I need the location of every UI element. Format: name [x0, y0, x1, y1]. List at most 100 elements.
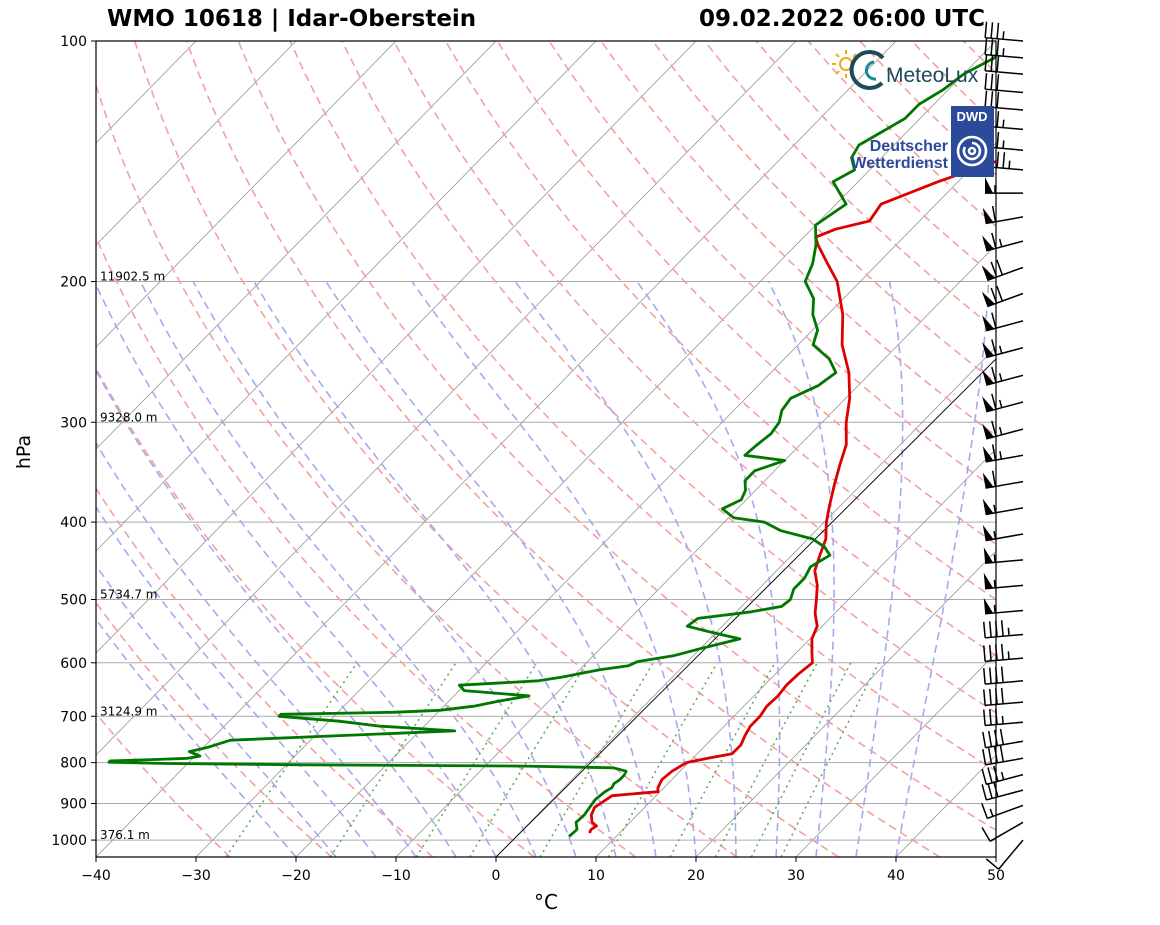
- y-tick-label: 500: [60, 593, 87, 609]
- temperature-line: [588, 159, 996, 834]
- moist-adiabat: [96, 564, 337, 857]
- moist-adiabat: [192, 281, 577, 857]
- mixing-ratio-line: [669, 662, 776, 857]
- dry-adiabat: [289, 41, 996, 772]
- y-tick-label: 800: [60, 756, 87, 772]
- dry-adiabat: [96, 712, 231, 857]
- x-tick-label: −20: [281, 868, 311, 884]
- dwd-logo: DWD Deutscher Wetterdienst: [851, 106, 994, 177]
- wind-barb: [982, 498, 1024, 516]
- x-axis-label: °C: [534, 890, 558, 914]
- dry-adiabat: [237, 41, 996, 832]
- dry-adiabat: [341, 41, 996, 714]
- wind-barb: [983, 643, 1024, 663]
- wind-barb: [984, 73, 1024, 94]
- isotherm: [96, 41, 397, 348]
- meteolux-text: MeteoLux: [886, 64, 979, 87]
- height-annotation: 5734.7 m: [100, 588, 158, 602]
- moist-adiabat: [855, 281, 904, 857]
- wind-barb: [984, 54, 1024, 75]
- wind-barb: [982, 470, 1024, 489]
- dry-adiabat: [96, 366, 535, 857]
- wind-barb: [982, 312, 1024, 332]
- wind-barb: [983, 572, 1024, 590]
- x-tick-label: −40: [81, 868, 111, 884]
- wind-barb: [983, 597, 1024, 615]
- moist-adiabat: [139, 281, 537, 857]
- dewpoint-line: [107, 55, 996, 838]
- isotherm: [96, 41, 597, 552]
- dwd-abbr: DWD: [956, 109, 987, 124]
- moist-adiabat: [411, 281, 697, 857]
- dwd-spiral-icon: [956, 135, 988, 167]
- isotherm: [795, 652, 996, 857]
- wind-barb: [984, 38, 1024, 59]
- wind-barb: [981, 821, 1024, 842]
- wind-barb: [981, 285, 1024, 308]
- height-annotation: 9328.0 m: [100, 410, 158, 424]
- wind-barb: [985, 839, 1024, 870]
- wind-barb: [981, 781, 1024, 801]
- wind-barb: [982, 444, 1024, 463]
- dwd-line1: Deutscher: [870, 138, 948, 155]
- moist-adiabat: [636, 281, 781, 857]
- isotherm: [395, 244, 996, 857]
- y-tick-label: 700: [60, 709, 87, 725]
- moist-adiabat: [96, 441, 417, 857]
- wind-barb: [983, 620, 1024, 639]
- moist-adiabat: [96, 618, 297, 857]
- x-tick-label: 50: [987, 868, 1005, 884]
- meteolux-swirl-icon: [849, 50, 885, 90]
- moist-adiabat: [96, 282, 497, 857]
- x-tick-label: 10: [587, 868, 605, 884]
- moist-adiabat: [96, 505, 377, 857]
- moist-adiabat: [325, 281, 657, 857]
- reference-line: [495, 358, 996, 857]
- wind-barb: [984, 21, 1024, 42]
- moist-adiabat: [767, 281, 835, 857]
- chart-title-time: 09.02.2022 06:00 UTC: [699, 6, 985, 32]
- dry-adiabat: [133, 41, 840, 857]
- x-tick-label: 0: [492, 868, 501, 884]
- wind-barb: [982, 366, 1024, 386]
- wind-barb: [983, 708, 1024, 727]
- isotherm: [96, 41, 497, 450]
- mixing-ratio-line: [714, 662, 818, 857]
- dry-adiabat: [496, 41, 996, 546]
- dry-adiabat: [1015, 41, 1160, 857]
- plot-frame: [95, 40, 997, 858]
- isotherm: [96, 41, 897, 857]
- moist-adiabat: [253, 281, 617, 857]
- wind-barb: [982, 420, 1024, 440]
- wind-barb: [981, 259, 1024, 282]
- moist-adiabat: [514, 281, 737, 857]
- x-tick-label: 30: [787, 868, 805, 884]
- isotherm: [995, 856, 996, 857]
- meteolux-logo: MeteoLux: [832, 50, 979, 90]
- mixing-ratio-line: [225, 662, 358, 857]
- dry-adiabat: [185, 41, 941, 857]
- height-annotation: 376.1 m: [100, 828, 150, 842]
- wind-barbs: [981, 21, 1024, 870]
- isotherm: [495, 346, 996, 857]
- wind-barb: [982, 393, 1024, 413]
- wind-barb: [982, 339, 1024, 359]
- dry-adiabat: [652, 41, 996, 384]
- x-tick-label: 20: [687, 868, 705, 884]
- x-tick-label: 40: [887, 868, 905, 884]
- dry-adiabat: [96, 487, 434, 857]
- mixing-ratio-line: [607, 662, 718, 857]
- chart-title-station: WMO 10618 | Idar-Oberstein: [107, 6, 477, 32]
- y-axis-label: hPa: [13, 435, 35, 469]
- y-tick-label: 300: [60, 415, 87, 431]
- isotherm: [96, 41, 697, 654]
- wind-barb: [981, 765, 1024, 786]
- mixing-ratio-line: [415, 662, 538, 857]
- dry-adiabat: [911, 41, 996, 125]
- x-tick-label: −30: [181, 868, 211, 884]
- dry-adiabat: [392, 41, 996, 657]
- mixing-ratio-line: [780, 662, 880, 857]
- moist-adiabat: [96, 368, 457, 857]
- y-tick-label: 600: [60, 656, 87, 672]
